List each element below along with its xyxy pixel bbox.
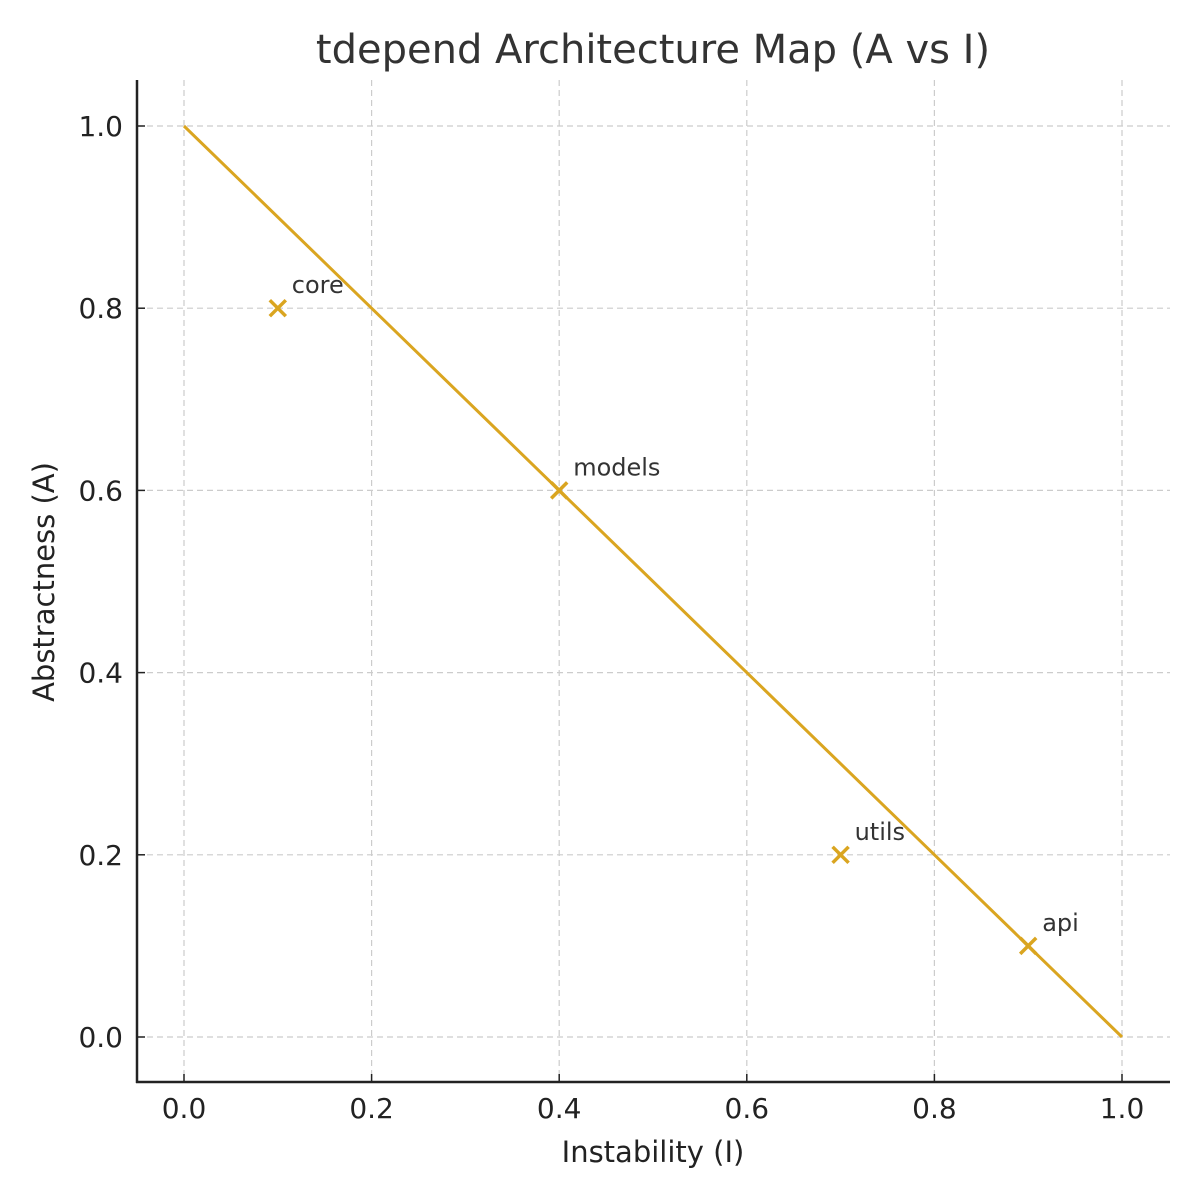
y-tick-label: 0.0: [78, 1021, 123, 1054]
x-tick-label: 0.8: [912, 1092, 957, 1125]
data-points: core models utils api: [268, 271, 1079, 956]
x-marker-icon: [831, 845, 850, 865]
y-tick-label: 0.8: [78, 292, 123, 325]
data-point-models: models: [549, 453, 660, 500]
y-tick-label: 0.4: [78, 657, 123, 690]
chart-title: tdepend Architecture Map (A vs I): [316, 27, 990, 73]
main-sequence-line: [182, 124, 1124, 1039]
x-marker-icon: [1018, 936, 1038, 956]
axes: [135, 80, 1170, 1084]
y-tick-label: 0.6: [78, 474, 123, 507]
grid-lines: [137, 80, 1170, 1082]
x-tick-label: 0.2: [349, 1092, 394, 1125]
y-tick-label: 0.2: [78, 839, 123, 872]
x-marker-icon: [268, 298, 288, 318]
x-axis-label: Instability (I): [562, 1135, 745, 1169]
point-label: models: [573, 453, 660, 481]
point-label: api: [1042, 909, 1079, 937]
x-axis-ticks: 0.0 0.2 0.4 0.6 0.8 1.0: [162, 1074, 1145, 1125]
x-tick-label: 0.4: [537, 1092, 582, 1125]
data-point-api: api: [1018, 909, 1079, 956]
point-label: utils: [855, 818, 905, 846]
y-axis-ticks: 0.0 0.2 0.4 0.6 0.8 1.0: [78, 110, 145, 1054]
data-point-core: core: [268, 271, 344, 318]
y-axis-label: Abstractness (A): [27, 462, 61, 702]
x-marker-icon: [549, 481, 569, 500]
x-tick-label: 0.6: [725, 1092, 770, 1125]
x-tick-label: 0.0: [162, 1092, 207, 1125]
x-tick-label: 1.0: [1100, 1092, 1145, 1125]
y-tick-label: 1.0: [78, 110, 123, 143]
data-point-utils: utils: [831, 818, 905, 865]
point-label: core: [292, 271, 344, 299]
